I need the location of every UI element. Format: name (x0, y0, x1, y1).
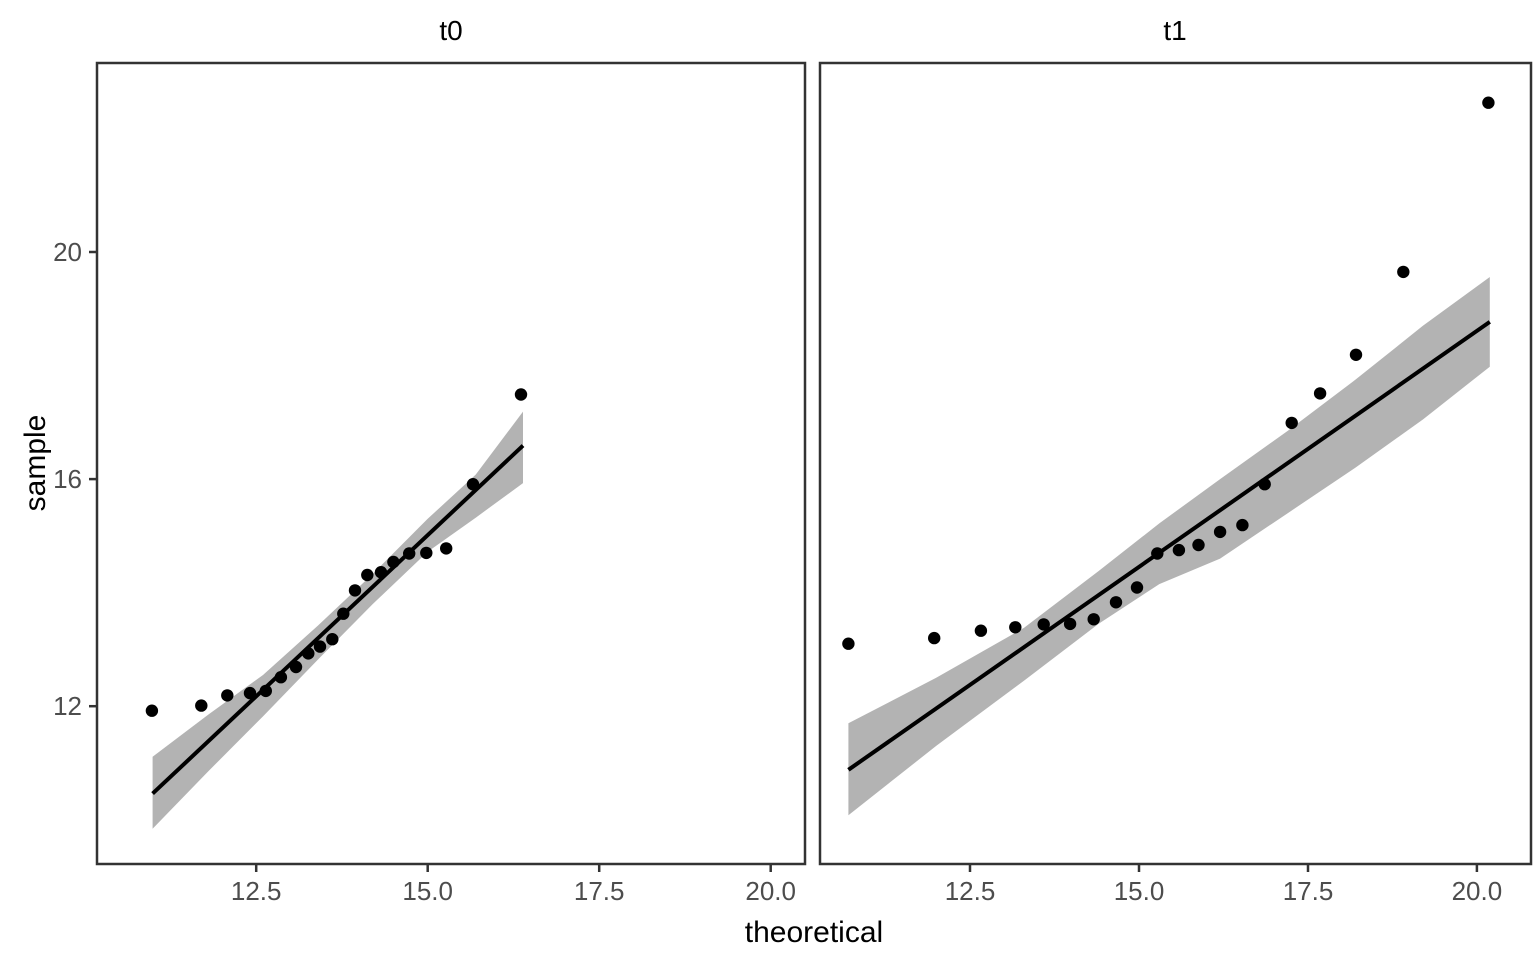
data-point (842, 637, 855, 650)
data-point (466, 478, 480, 491)
qq-line-t1 (847, 320, 1491, 772)
panel-border-t1 (818, 61, 1533, 866)
x-tick-label: 15.0 (1114, 876, 1165, 906)
data-point (348, 584, 362, 597)
data-point (1009, 621, 1022, 634)
data-point (420, 546, 433, 560)
data-point (1258, 478, 1271, 491)
facet-title-t0: t0 (439, 15, 462, 46)
x-tick-label: 15.0 (402, 876, 453, 906)
data-point (361, 568, 374, 582)
panels-group: 12.5 15.0 17.5 20.0 12.5 15.0 17.5 20.0 12 16 20 (53, 61, 1533, 906)
data-point (259, 684, 272, 698)
y-tick-label: 16 (53, 464, 82, 494)
data-point (221, 689, 234, 702)
data-point (313, 640, 327, 653)
data-point (1151, 547, 1164, 560)
data-point (1037, 618, 1050, 631)
x-tick-label: 17.5 (1283, 876, 1334, 906)
data-point (1313, 387, 1327, 400)
data-point (1172, 543, 1186, 557)
x-axis-title: theoretical (745, 916, 883, 949)
data-point (514, 388, 528, 401)
x-tick-label: 17.5 (574, 876, 625, 906)
data-point (1063, 617, 1077, 631)
x-tick-label: 20.0 (745, 876, 796, 906)
data-point (1236, 518, 1249, 532)
data-point (243, 686, 257, 700)
y-tick-label: 12 (53, 691, 82, 721)
data-point (274, 671, 288, 684)
data-point (195, 699, 208, 712)
data-point (302, 647, 315, 660)
qq-line-t0 (151, 444, 525, 796)
data-point (1213, 525, 1227, 539)
panel-border-t0 (95, 61, 807, 866)
data-point (1397, 265, 1410, 279)
data-point (1130, 581, 1144, 594)
data-point (145, 704, 159, 717)
data-point (374, 566, 388, 579)
x-tick-label: 12.5 (231, 876, 282, 906)
data-point (440, 542, 453, 555)
data-point (1349, 348, 1363, 361)
data-point (1285, 416, 1298, 430)
data-point (326, 633, 339, 646)
x-tick-label: 12.5 (945, 876, 996, 906)
data-point (403, 547, 416, 560)
data-point (1482, 96, 1495, 109)
facet-title-t1: t1 (1163, 15, 1186, 46)
data-point (1087, 613, 1100, 626)
data-point (1109, 596, 1123, 609)
y-tick-label: 20 (53, 237, 82, 267)
data-point (289, 660, 303, 674)
data-point (1192, 538, 1205, 552)
data-point (928, 631, 941, 645)
data-point (974, 624, 988, 637)
y-axis-title: sample (19, 415, 52, 512)
data-point (387, 555, 400, 569)
data-point (337, 607, 350, 620)
x-tick-label: 20.0 (1452, 876, 1503, 906)
